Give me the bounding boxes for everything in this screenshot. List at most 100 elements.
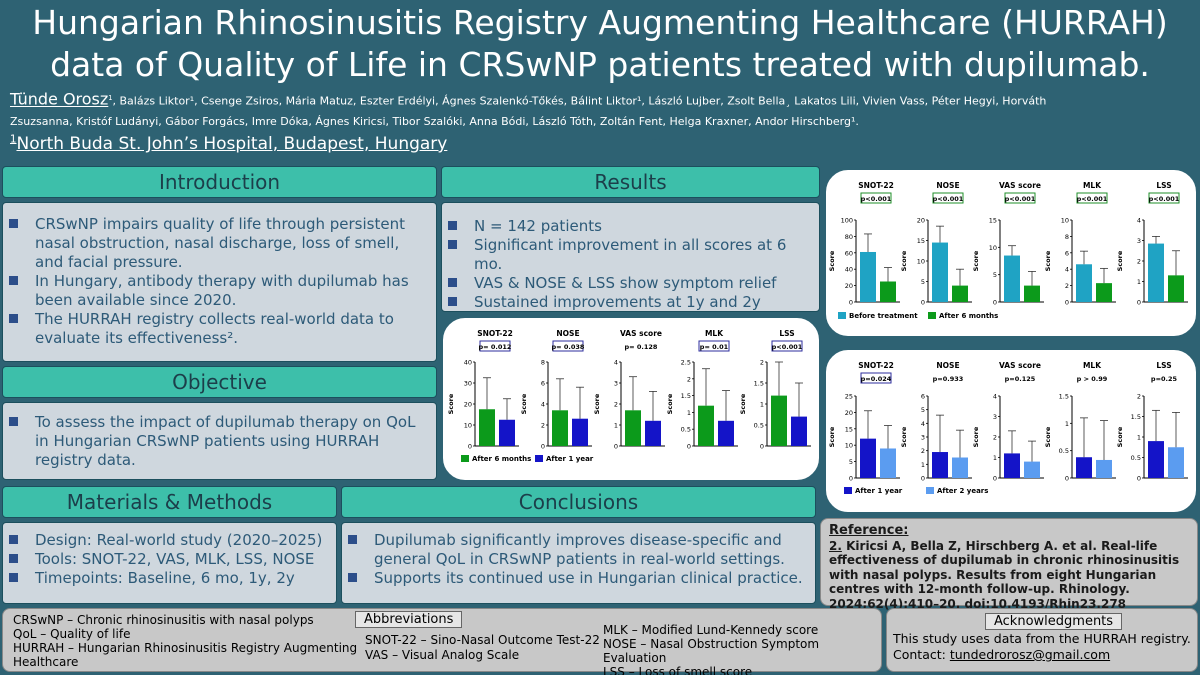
p-value-label: p=0.25: [1151, 375, 1178, 383]
panel-title: MLK: [1083, 361, 1102, 370]
y-tick-label: 4: [541, 401, 545, 409]
bar: [698, 405, 714, 446]
panel-title: SNOT-22: [858, 181, 894, 190]
p-value-label: p<0.001: [772, 343, 803, 351]
bar: [572, 418, 588, 446]
y-axis-label: Score: [739, 393, 747, 414]
acknowledgments-box: Acknowledgments This study uses data fro…: [886, 608, 1198, 672]
panel-title: NOSE: [556, 329, 579, 338]
y-tick-label: 0: [993, 475, 997, 483]
y-tick-label: 15: [845, 425, 853, 433]
contact-label: Contact:: [893, 647, 950, 662]
y-tick-label: 0: [921, 299, 925, 307]
methods-item: Design: Real-world study (2020–2025): [3, 531, 332, 550]
y-tick-label: 1.5: [681, 392, 691, 400]
affiliation-sup: 1: [10, 134, 17, 146]
bar: [499, 419, 515, 446]
p-value-box: [860, 192, 892, 204]
y-axis-label: Score: [1044, 250, 1052, 271]
y-tick-label: 2: [687, 375, 691, 383]
y-tick-label: 2.5: [681, 359, 691, 367]
abbreviation-item: NOSE – Nasal Obstruction Symptom Evaluat…: [603, 637, 820, 665]
bar: [1024, 285, 1040, 302]
chart-panel: NOSE p<0.001 0 5 10 15 20 Score: [900, 181, 972, 307]
p-value-label: p<0.001: [1149, 195, 1180, 203]
y-tick-label: 5: [849, 458, 853, 466]
results-panel: N = 142 patients Significant improvement…: [441, 202, 820, 312]
p-value-label: p<0.001: [1077, 195, 1108, 203]
abbreviations-col-2: SNOT-22 – Sino-Nasal Outcome Test-22 VAS…: [365, 633, 600, 663]
contact-email-link[interactable]: tundedrorosz@gmail.com: [949, 647, 1111, 662]
chart-svg-baseline-vs-6mo: SNOT-22p<0.001020406080100ScoreNOSEp<0.0…: [828, 181, 1188, 320]
y-tick-label: 4: [993, 393, 997, 401]
panel-title: LSS: [1156, 181, 1171, 190]
p-value-label: p=0.933: [933, 375, 964, 383]
y-tick-label: 10: [1061, 217, 1069, 225]
legend-swatch: [461, 455, 469, 462]
p-value-box: [932, 192, 964, 204]
y-tick-label: 10: [845, 442, 853, 450]
introduction-heading: Introduction: [2, 166, 437, 198]
y-tick-label: 2: [1065, 282, 1069, 290]
y-tick-label: 15: [917, 237, 925, 245]
y-tick-label: 2: [614, 401, 618, 409]
y-axis-label: Score: [1116, 426, 1124, 447]
y-tick-label: 0.5: [681, 426, 691, 434]
legend-swatch: [838, 312, 846, 319]
bar: [1148, 441, 1164, 478]
y-tick-label: 5: [921, 278, 925, 286]
conclusions-item: Dupilumab significantly improves disease…: [342, 531, 811, 569]
p-value-label: p= 0.01: [700, 343, 729, 351]
y-tick-label: 0: [1065, 475, 1069, 483]
y-tick-label: 4: [1137, 217, 1141, 225]
y-tick-label: 0: [687, 443, 691, 451]
y-tick-label: 2: [541, 422, 545, 430]
y-tick-label: 4: [1065, 266, 1069, 274]
y-tick-label: 2: [760, 359, 764, 367]
y-tick-label: 8: [1065, 233, 1069, 241]
bar: [718, 420, 734, 446]
bar: [1004, 453, 1020, 478]
chart-panel: VAS score p=0.125 0 1 2 3 4 Score: [972, 361, 1044, 483]
panel-title: LSS: [779, 329, 794, 338]
introduction-item: In Hungary, antibody therapy with dupilu…: [3, 272, 432, 310]
y-tick-label: 30: [464, 380, 472, 388]
y-tick-label: 10: [464, 422, 472, 430]
y-tick-label: 1: [993, 454, 997, 462]
results-item: N = 142 patients: [442, 217, 817, 236]
bar: [1148, 243, 1164, 302]
y-tick-label: 0: [468, 443, 472, 451]
y-tick-label: 1.5: [1131, 413, 1141, 421]
y-tick-label: 100: [841, 217, 853, 225]
panel-title: SNOT-22: [477, 329, 513, 338]
y-tick-label: 2: [921, 447, 925, 455]
y-tick-label: 0: [541, 443, 545, 451]
abbreviation-item: MLK – Modified Lund-Kennedy score: [603, 623, 819, 637]
y-tick-label: 0: [614, 443, 618, 451]
introduction-item: The HURRAH registry collects real-world …: [3, 310, 432, 348]
y-tick-label: 2: [1137, 258, 1141, 266]
y-tick-label: 1: [1065, 420, 1069, 428]
panel-title: MLK: [705, 329, 724, 338]
y-tick-label: 0: [1065, 299, 1069, 307]
y-tick-label: 0: [849, 475, 853, 483]
bar: [860, 251, 876, 302]
y-tick-label: 1: [1137, 278, 1141, 286]
legend-label: After 1 year: [855, 487, 903, 495]
y-axis-label: Score: [520, 393, 528, 414]
y-tick-label: 0: [921, 475, 925, 483]
y-tick-label: 5: [921, 406, 925, 414]
y-tick-label: 1.5: [1059, 393, 1069, 401]
y-tick-label: 3: [1137, 237, 1141, 245]
results-heading: Results: [441, 166, 820, 198]
y-tick-label: 0: [993, 299, 997, 307]
results-item: Sustained improvements at 1y and 2y: [442, 293, 817, 312]
y-tick-label: 1: [687, 409, 691, 417]
y-tick-label: 40: [845, 266, 853, 274]
panel-title: VAS score: [999, 181, 1041, 190]
y-tick-label: 1: [614, 422, 618, 430]
y-tick-label: 10: [917, 258, 925, 266]
acknowledgments-text: This study uses data from the HURRAH reg…: [893, 631, 1191, 646]
y-tick-label: 1: [1137, 434, 1141, 442]
y-tick-label: 20: [845, 282, 853, 290]
